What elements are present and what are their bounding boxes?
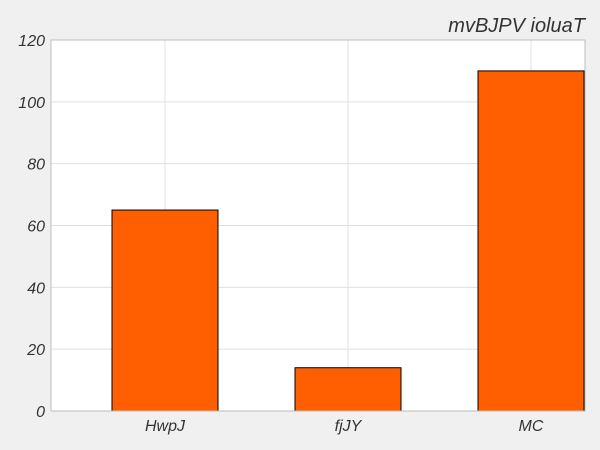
x-axis-ticks: HwpJ fjJY MC — [145, 418, 544, 435]
x-tick-label: HwpJ — [145, 418, 186, 435]
plot-frame — [50, 39, 586, 412]
y-tick-label: 120 — [18, 33, 45, 50]
bar-mc — [477, 70, 585, 412]
y-tick-label: 20 — [26, 342, 45, 359]
bars — [111, 70, 585, 412]
bar-hwpj — [111, 209, 219, 412]
y-tick-label: 80 — [27, 157, 45, 174]
x-tick-label: fjJY — [335, 418, 363, 435]
chart-title: mvBJPV ioluaT — [448, 15, 586, 37]
y-tick-label: 40 — [27, 280, 45, 297]
y-tick-label: 100 — [18, 95, 45, 112]
y-tick-label: 0 — [36, 404, 45, 421]
bar-fjjy — [294, 367, 402, 412]
y-axis-ticks: 0 20 40 60 80 100 120 — [18, 33, 45, 421]
x-tick-label: MC — [519, 418, 544, 435]
y-tick-label: 60 — [27, 219, 45, 236]
